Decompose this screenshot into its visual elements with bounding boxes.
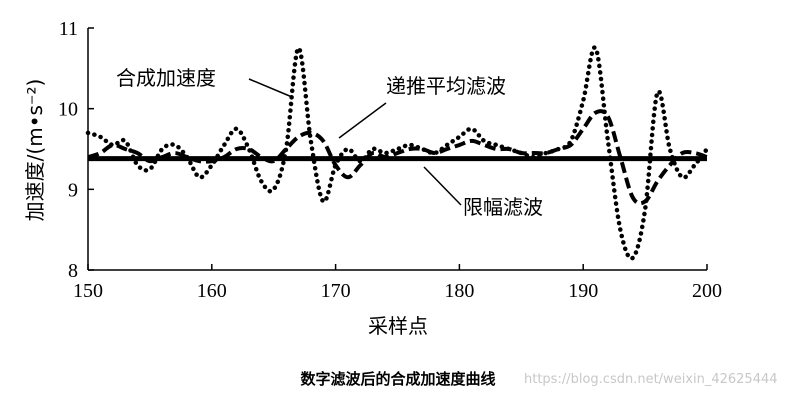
leader-amplitude-limit [423, 166, 462, 206]
y-tick-label: 9 [68, 179, 78, 201]
y-tick-label: 10 [58, 99, 78, 121]
y-tick-label: 11 [59, 18, 78, 40]
annotations: 合成加速度 递推平均滤波 限幅滤波 [116, 66, 543, 219]
x-tick-label: 170 [321, 280, 351, 302]
y-tick-label: 8 [68, 260, 78, 282]
leader-composite-acceleration [248, 78, 293, 98]
annotation-composite-acceleration: 合成加速度 [116, 66, 216, 90]
x-tick-label: 180 [444, 280, 474, 302]
series-group [85, 45, 710, 261]
x-tick-label: 200 [692, 280, 722, 302]
annotation-amplitude-limit: 限幅滤波 [463, 195, 543, 219]
ticks: 150 160 170 180 190 200 8 9 10 11 [58, 18, 722, 302]
x-tick-label: 160 [197, 280, 227, 302]
leader-recursive-average [338, 102, 387, 139]
y-axis-title: 加速度/(m•s⁻²) [23, 79, 47, 222]
annotation-recursive-average: 递推平均滤波 [386, 74, 506, 98]
x-tick-label: 190 [568, 280, 598, 302]
x-axis-title: 采样点 [368, 314, 428, 338]
series-line-composite-acceleration [85, 45, 710, 261]
x-tick-label: 150 [73, 280, 103, 302]
watermark: https://blog.csdn.net/weixin_42625444 [524, 372, 778, 387]
figure-caption: 数字滤波后的合成加速度曲线 [300, 370, 496, 388]
axes [87, 28, 707, 271]
